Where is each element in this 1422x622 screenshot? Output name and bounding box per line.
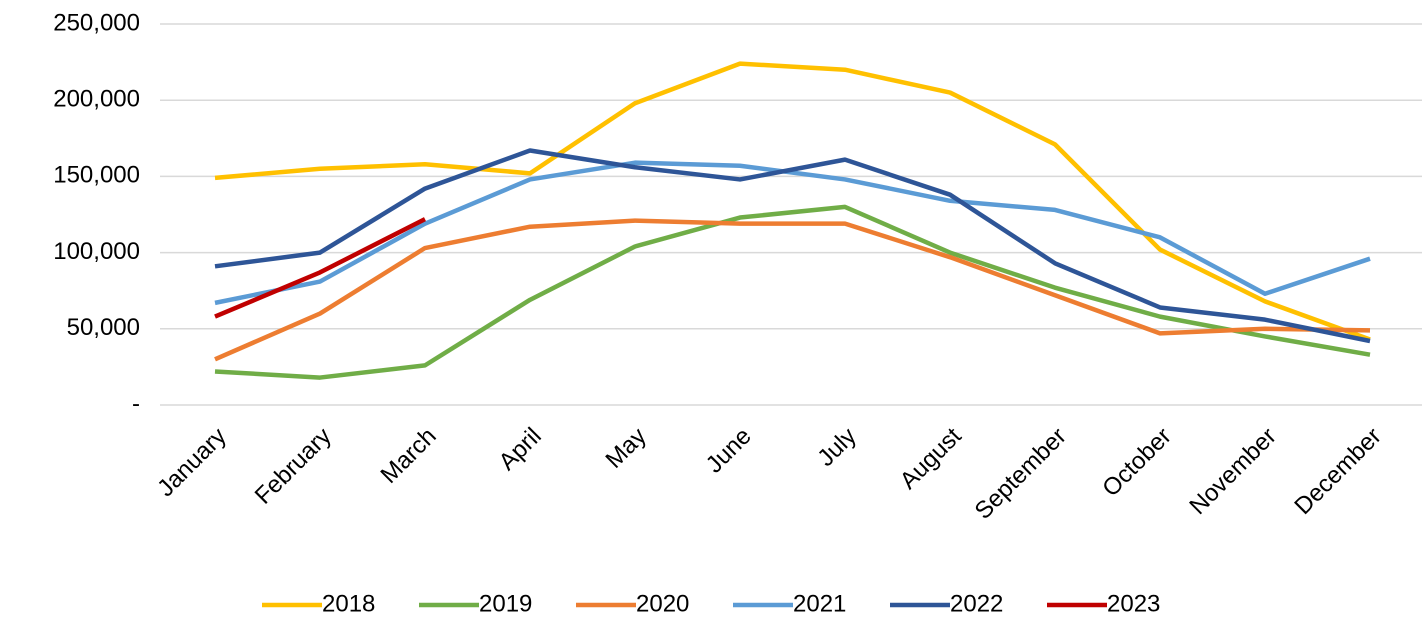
y-tick-label: 150,000 [53, 162, 140, 189]
x-tick-label: July [812, 423, 861, 472]
x-tick-label: January [152, 423, 231, 502]
x-tick-label: October [1097, 423, 1176, 502]
legend-label: 2020 [636, 590, 689, 617]
legend-label: 2019 [479, 590, 532, 617]
legend-label: 2022 [950, 590, 1003, 617]
x-tick-label: September [970, 423, 1072, 525]
y-tick-label: 200,000 [53, 86, 140, 113]
y-tick-label: - [132, 390, 140, 417]
x-tick-label: August [895, 422, 967, 494]
legend-label: 2021 [793, 590, 846, 617]
x-tick-label: March [375, 423, 441, 489]
y-tick-label: 250,000 [53, 9, 140, 36]
x-tick-label: June [701, 423, 757, 479]
x-tick-label: November [1184, 423, 1281, 520]
legend-label: 2023 [1107, 590, 1160, 617]
x-tick-label: April [494, 423, 547, 476]
series-line [214, 148, 1371, 344]
y-tick-label: 50,000 [67, 314, 140, 341]
x-tick-label: December [1289, 423, 1386, 520]
x-tick-label: February [250, 423, 337, 510]
x-tick-label: May [601, 423, 652, 474]
y-tick-label: 100,000 [53, 238, 140, 265]
series-line [214, 160, 1371, 306]
series-line [214, 61, 1371, 342]
series-line [214, 204, 1371, 380]
series-line [214, 217, 427, 319]
series-line [214, 218, 1371, 362]
legend-label: 2018 [322, 590, 375, 617]
